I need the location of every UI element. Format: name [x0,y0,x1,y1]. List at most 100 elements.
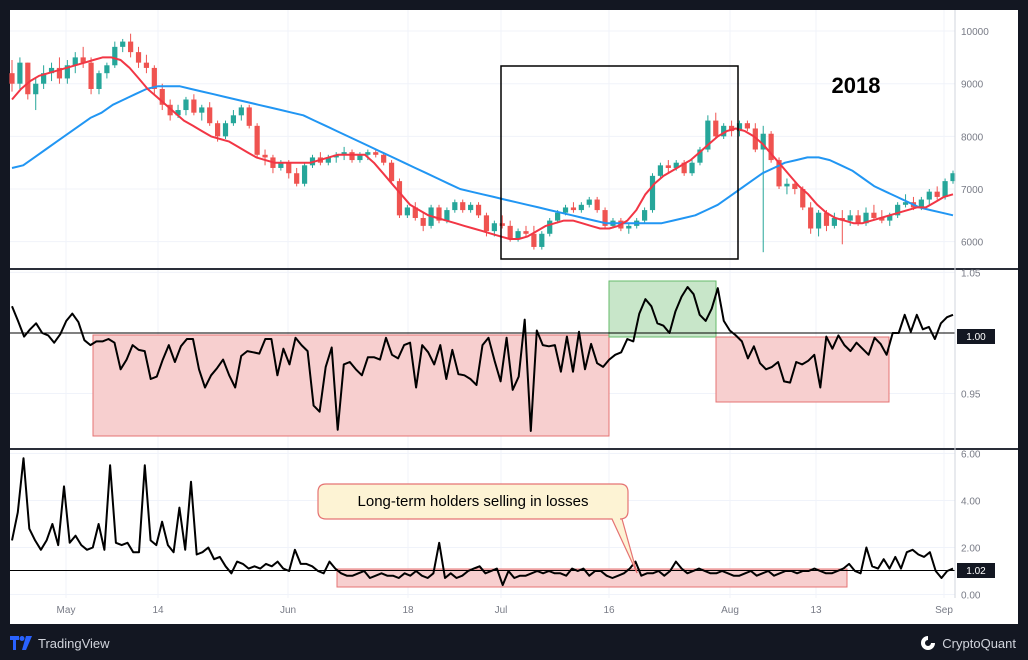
candle-body [159,88,165,105]
candle-body [460,202,466,211]
moving-averages [11,56,954,240]
candle-body [895,204,901,216]
price-tick-label: 9000 [961,80,984,91]
candle-body [48,67,55,74]
date-tick-label: 16 [603,605,615,616]
candle-body [207,107,213,124]
price-tick-label: 10000 [961,27,989,38]
candle-body [278,162,284,168]
candle-body [657,165,664,176]
candle-body [934,191,940,197]
candle-body [230,115,237,124]
date-axis-labels: May 14 Jun 18 Jul 16 Aug 13 Sep [57,605,954,616]
candle-body [120,41,126,47]
candle-body [689,162,695,174]
candle-body [863,212,869,224]
candle-body [760,133,766,150]
candle-body [25,62,31,95]
candle-body [808,207,814,229]
candle-body [626,225,632,229]
candle-body [199,107,205,113]
price-tick-label: 6000 [961,238,984,249]
grid-lines [10,10,955,598]
candle-body [744,123,751,129]
candle-body [294,173,300,184]
candle-body [128,41,134,53]
candle-body [578,204,584,211]
candle-body [942,181,948,197]
indicator-lines [10,286,955,587]
candle-body [823,212,830,226]
date-tick-label: 18 [402,605,414,616]
candle-body [792,183,798,190]
red-zone-2 [715,336,890,403]
candle-body [41,73,47,84]
indicator2-value-badge: 1.02 [957,563,995,578]
cryptoquant-logo-icon [921,636,936,650]
indicator2-tick-label: 0.00 [961,590,981,601]
candle-body [736,123,743,132]
candle-body [349,152,355,161]
price-tick-label: 8000 [961,132,984,143]
candle-body [412,207,418,218]
candle-body [879,217,885,221]
date-axis-bg [10,598,1018,624]
candle-body [396,181,403,216]
ma-slow-line [11,85,954,225]
candle-body [815,212,822,229]
indicator2-tick-label: 2.00 [961,543,981,554]
indicator1-tick-label: 1.05 [961,268,981,279]
candle-body [531,233,537,247]
indicator2-line [11,457,954,587]
candle-body [88,62,94,89]
candle-body [214,123,221,137]
date-tick-label: Sep [935,605,953,616]
candle-body [515,231,521,240]
candle-body [728,125,735,132]
callout: Long-term holders selling in losses [317,483,638,574]
candle-body [681,162,687,174]
candle-body [855,215,861,224]
candle-body [341,152,347,155]
candle-body [523,231,529,234]
tradingview-brand[interactable]: TradingView [10,636,110,651]
callout-text: Long-term holders selling in losses [358,493,589,510]
candle-body [183,99,189,111]
footer-bar: TradingView CryptoQuant [0,626,1028,660]
candle-body [56,67,63,79]
candle-body [555,212,561,221]
candle-body [902,202,909,205]
candle-body [143,62,150,68]
candle-body [444,210,450,221]
candle-body [238,107,244,116]
candle-body [697,149,703,163]
candle-body [784,183,790,187]
candle-body [649,175,656,211]
candle-body [831,217,837,226]
candle-body [642,210,648,221]
candle-body [507,225,513,240]
candle-body [104,65,110,74]
indicator1-tick-label: 0.95 [961,390,981,401]
candle-body [586,199,592,205]
candle-body [373,152,379,155]
candle-body [847,215,853,221]
candle-body [325,157,331,163]
tradingview-label: TradingView [38,635,110,651]
candle-body [381,154,387,163]
candle-body [254,125,260,155]
candle-body [475,204,482,216]
candle-body [562,207,569,213]
ma-fast-line [11,56,954,240]
candle-body [64,65,70,79]
date-tick-label: Aug [721,605,739,616]
candle-body [547,220,553,234]
candle-body [673,162,679,168]
cryptoquant-brand[interactable]: CryptoQuant [920,635,1016,651]
indicator2-tick-label: 6.00 [961,450,981,461]
candle-body [286,162,292,174]
candle-body [167,104,173,116]
candle-body [768,133,774,161]
date-tick-label: 14 [152,605,164,616]
